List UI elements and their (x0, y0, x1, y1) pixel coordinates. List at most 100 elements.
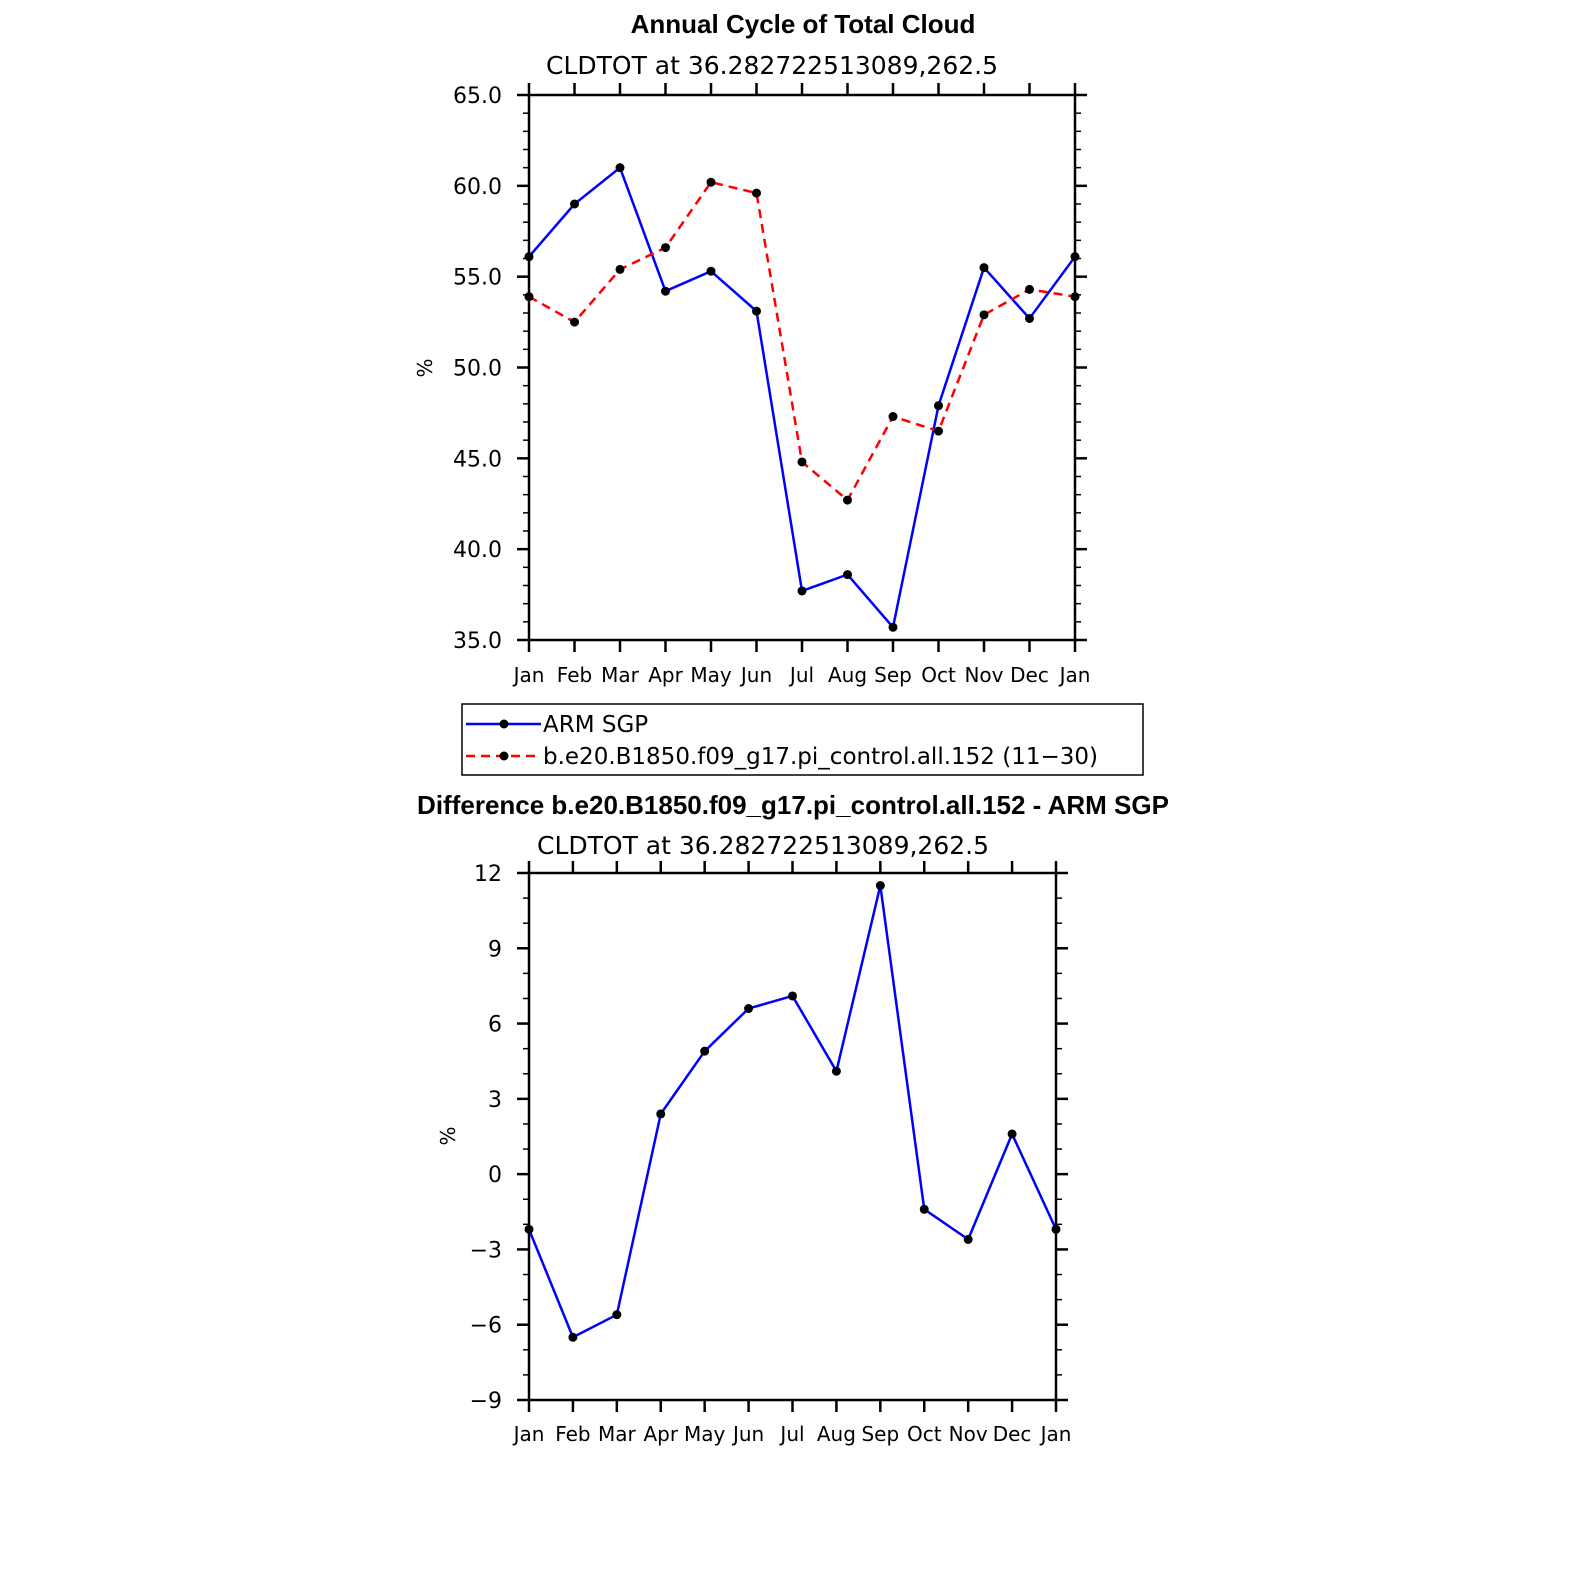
difference-chart: Difference b.e20.B1850.f09_g17.pi_contro… (417, 790, 1169, 1446)
legend-box (461, 703, 1144, 776)
annual-cycle-chart: Annual Cycle of Total Cloud CLDTOT at 36… (413, 9, 1090, 687)
x-tick-label: Aug (817, 1422, 856, 1446)
x-tick-label: Apr (648, 663, 683, 687)
x-tick-label: Jun (739, 663, 772, 687)
data-point (700, 1046, 710, 1056)
data-point (788, 991, 797, 1001)
data-point (615, 163, 625, 173)
y-tick-label: 6 (488, 1013, 502, 1038)
x-tick-label: Dec (993, 1422, 1032, 1446)
plot-border (527, 93, 1077, 642)
x-tick-label: Nov (949, 1422, 988, 1446)
data-point (570, 317, 579, 327)
x-tick-label: Jun (731, 1422, 764, 1446)
x-tick-label: Mar (598, 1422, 637, 1446)
chart-subtitle: CLDTOT at 36.282722513089,262.5 (546, 51, 998, 80)
data-point (706, 266, 716, 276)
data-point (979, 263, 989, 273)
x-tick-label: Jan (512, 663, 545, 687)
axis-ticks: Jan Feb Mar Apr May Jun Jul Aug Sep Oct Nov Dec Jan 3… (453, 83, 1090, 687)
data-point (1070, 252, 1080, 262)
data-point (612, 1310, 622, 1320)
x-tick-label: Jan (512, 1422, 545, 1446)
data-point (568, 1332, 578, 1342)
x-tick-label: Dec (1010, 663, 1049, 687)
legend-label-arm-sgp: ARM SGP (543, 712, 648, 738)
data-point (831, 1066, 841, 1076)
y-tick-label: 3 (488, 1088, 502, 1113)
y-tick-label: 45.0 (453, 447, 502, 472)
axis-ticks: Jan Feb Mar Apr May Jun Jul Aug Sep Oct Nov Dec Jan−… (470, 861, 1071, 1446)
y-axis-label: % (436, 1126, 460, 1145)
chart-title: Difference b.e20.B1850.f09_g17.pi_contro… (417, 790, 1169, 820)
plot-frame (527, 871, 1058, 1402)
x-tick-label: Feb (555, 1422, 590, 1446)
legend-label-model: b.e20.B1850.f09_g17.pi_control.all.152 (… (543, 744, 1098, 770)
x-tick-label: Apr (643, 1422, 678, 1446)
data-point (524, 1224, 534, 1234)
y-tick-label: 35.0 (453, 629, 502, 654)
data-point (888, 622, 898, 632)
x-tick-label: Jul (778, 1422, 804, 1446)
data-point (979, 310, 989, 320)
data-point (843, 570, 852, 580)
data-point (744, 1004, 754, 1014)
data-point (1007, 1129, 1017, 1139)
x-tick-label: Sep (861, 1422, 899, 1446)
x-tick-label: Mar (601, 663, 640, 687)
series-line-0 (528, 165, 1077, 631)
x-tick-label: Nov (964, 663, 1003, 687)
y-tick-label: 40.0 (453, 538, 502, 563)
data-point (1051, 1224, 1061, 1234)
y-tick-label: −3 (470, 1238, 502, 1263)
series-group (524, 881, 1061, 1342)
chart-subtitle: CLDTOT at 36.282722513089,262.5 (537, 831, 989, 860)
data-point (934, 426, 943, 436)
data-point (919, 1204, 929, 1214)
data-point (656, 1109, 666, 1119)
plot-border (527, 871, 1058, 1402)
x-tick-label: May (690, 663, 732, 687)
data-point (752, 188, 761, 198)
legend: ARM SGP b.e20.B1850.f09_g17.pi_control.a… (461, 703, 1144, 776)
data-point (797, 457, 807, 467)
data-point (934, 401, 943, 411)
data-point (524, 292, 534, 302)
chart-title: Annual Cycle of Total Cloud (631, 9, 976, 39)
y-tick-label: 0 (488, 1163, 502, 1188)
data-point (570, 199, 579, 209)
x-tick-label: Sep (874, 663, 912, 687)
data-point (963, 1234, 973, 1244)
x-tick-label: Oct (907, 1422, 942, 1446)
data-point (1070, 292, 1080, 302)
data-point (1025, 313, 1034, 323)
x-tick-label: Oct (921, 663, 956, 687)
data-point (797, 586, 807, 596)
series-group (524, 163, 1080, 632)
legend-marker-arm-sgp (499, 719, 509, 729)
x-tick-label: May (684, 1422, 726, 1446)
y-tick-label: 60.0 (453, 175, 502, 200)
series-line-0 (527, 885, 1058, 1339)
data-point (888, 412, 898, 422)
y-tick-label: 65.0 (453, 84, 502, 109)
data-point (615, 264, 625, 274)
legend-marker-model (499, 751, 509, 761)
y-tick-label: 55.0 (453, 266, 502, 291)
data-point (752, 306, 761, 316)
data-point (661, 243, 670, 253)
x-tick-label: Aug (828, 663, 867, 687)
y-axis-label: % (413, 358, 437, 377)
y-tick-label: 12 (474, 862, 502, 887)
x-tick-label: Jan (1058, 663, 1091, 687)
data-point (524, 252, 534, 262)
x-tick-label: Feb (557, 663, 592, 687)
plot-frame (527, 93, 1077, 642)
y-tick-label: 9 (488, 937, 502, 962)
x-tick-label: Jul (788, 663, 814, 687)
y-tick-label: −6 (470, 1314, 502, 1339)
data-point (875, 881, 885, 891)
data-point (1025, 284, 1034, 294)
y-tick-label: 50.0 (453, 357, 502, 382)
